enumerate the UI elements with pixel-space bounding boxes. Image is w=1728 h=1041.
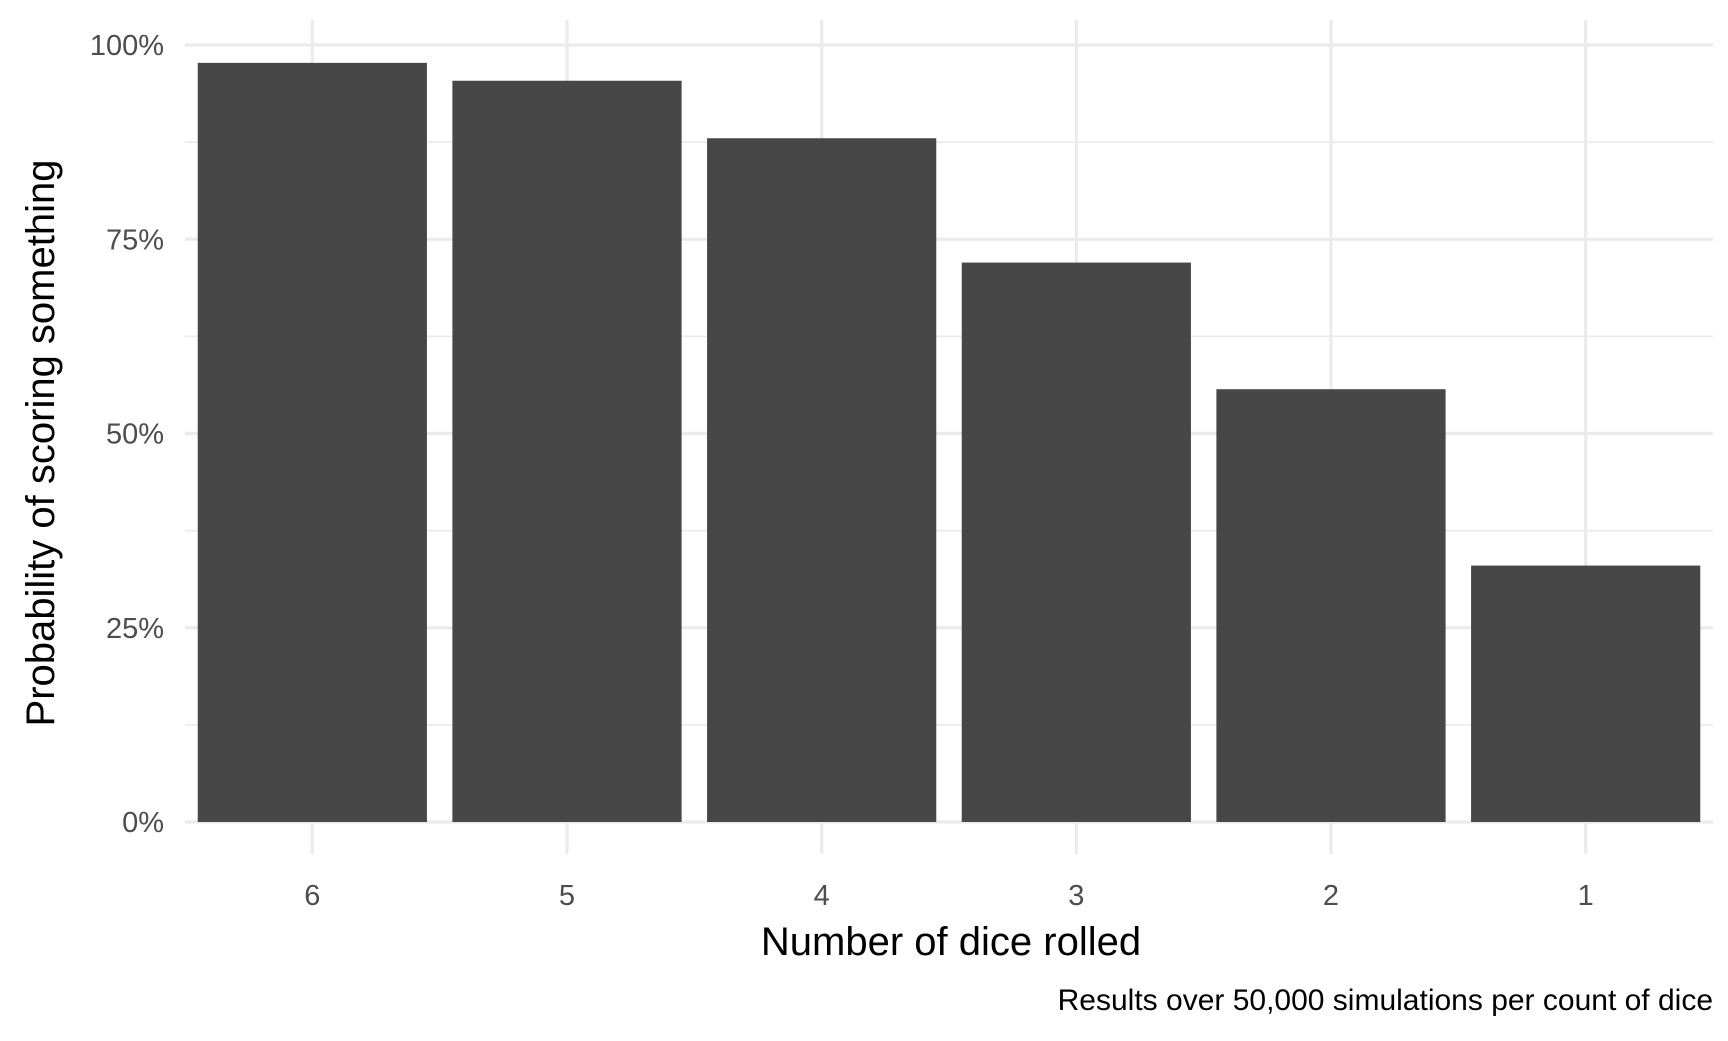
- bar-2: [1216, 389, 1446, 822]
- x-tick-label: 5: [559, 880, 575, 912]
- bar-1: [1471, 565, 1701, 822]
- bar-3: [961, 262, 1191, 822]
- y-tick-label: 75%: [106, 224, 164, 256]
- bar-5: [452, 80, 682, 822]
- x-axis-title: Number of dice rolled: [761, 920, 1141, 964]
- y-tick-label: 100%: [90, 30, 164, 62]
- y-axis-title: Probability of scoring something: [19, 160, 63, 727]
- bar-layer: [197, 62, 1701, 823]
- x-axis-ticks: 6 5 4 3 2 1: [304, 880, 1593, 912]
- x-tick-label: 3: [1068, 880, 1084, 912]
- bar-6: [197, 62, 427, 823]
- y-tick-label: 0%: [122, 807, 164, 839]
- x-tick-label: 1: [1578, 880, 1594, 912]
- x-tick-label: 6: [304, 880, 320, 912]
- bar-4: [707, 138, 937, 823]
- x-tick-label: 4: [814, 880, 830, 912]
- x-tick-label: 2: [1323, 880, 1339, 912]
- chart-caption: Results over 50,000 simulations per coun…: [1058, 984, 1713, 1017]
- y-axis-ticks: 0% 25% 50% 75% 100%: [90, 30, 164, 839]
- y-tick-label: 50%: [106, 419, 164, 451]
- y-tick-label: 25%: [106, 613, 164, 645]
